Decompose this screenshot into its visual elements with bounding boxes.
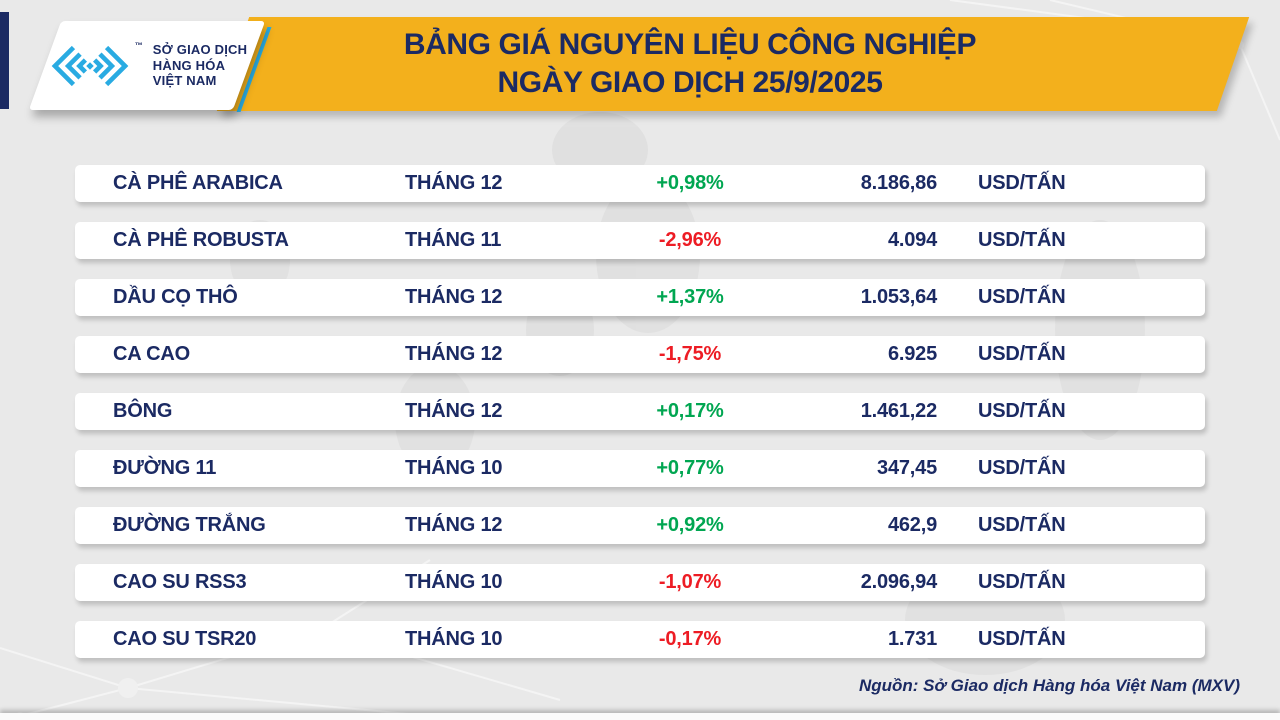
contract-month: THÁNG 12 xyxy=(405,343,503,365)
contract-month: THÁNG 12 xyxy=(405,286,503,308)
commodity-name: CAO SU RSS3 xyxy=(113,571,247,593)
commodity-name: CAO SU TSR20 xyxy=(113,628,257,650)
commodity-name: CÀ PHÊ ROBUSTA xyxy=(113,229,289,251)
title-line-1: BẢNG GIÁ NGUYÊN LIỆU CÔNG NGHIỆP xyxy=(403,28,977,61)
mxv-logo: ™ SỞ GIAO DỊCH HÀNG HÓA VIỆT NAM xyxy=(45,21,249,110)
table-row: CAO SU RSS3 THÁNG 10 -1,07% 2.096,94 USD… xyxy=(75,564,1205,601)
price-unit: USD/TẤN xyxy=(978,229,1066,251)
price-value: 347,45 xyxy=(877,457,937,479)
bottom-white-strip xyxy=(0,713,1280,720)
contract-month: THÁNG 12 xyxy=(405,172,503,194)
price-value: 6.925 xyxy=(887,343,937,365)
price-value: 462,9 xyxy=(887,514,937,536)
price-value: 8.186,86 xyxy=(860,172,937,194)
price-value: 4.094 xyxy=(887,229,937,251)
mxv-chevron-logo-icon xyxy=(51,45,129,86)
price-value: 1.731 xyxy=(887,628,937,650)
contract-month: THÁNG 10 xyxy=(405,628,503,650)
contract-month: THÁNG 10 xyxy=(405,571,503,593)
logo-org-line: SỞ GIAO DỊCH xyxy=(152,42,248,58)
contract-month: THÁNG 12 xyxy=(405,514,503,536)
logo-org-line: HÀNG HÓA xyxy=(152,57,226,73)
logo-org-line: VIỆT NAM xyxy=(152,73,217,89)
price-unit: USD/TẤN xyxy=(978,343,1066,365)
contract-month: THÁNG 10 xyxy=(405,457,503,479)
table-row: BÔNG THÁNG 12 +0,17% 1.461,22 USD/TẤN xyxy=(75,393,1205,430)
commodity-name: CA CAO xyxy=(113,343,190,365)
price-table: CÀ PHÊ ARABICA THÁNG 12 +0,98% 8.186,86 … xyxy=(75,165,1205,678)
source-note: Nguồn: Sở Giao dịch Hàng hóa Việt Nam (M… xyxy=(858,676,1240,695)
commodity-name: CÀ PHÊ ARABICA xyxy=(113,172,283,194)
percent-change: -1,75% xyxy=(658,343,722,365)
price-value: 1.461,22 xyxy=(860,400,937,422)
commodity-name: ĐƯỜNG 11 xyxy=(113,457,217,479)
commodity-name: BÔNG xyxy=(113,400,173,422)
percent-change: +0,92% xyxy=(656,514,724,536)
price-unit: USD/TẤN xyxy=(978,628,1066,650)
logo-org-name: SỞ GIAO DỊCH HÀNG HÓA VIỆT NAM xyxy=(153,42,247,89)
table-row: CÀ PHÊ ARABICA THÁNG 12 +0,98% 8.186,86 … xyxy=(75,165,1205,202)
percent-change: +1,37% xyxy=(656,286,724,308)
percent-change: +0,17% xyxy=(656,400,724,422)
contract-month: THÁNG 11 xyxy=(405,229,502,251)
percent-change: -1,07% xyxy=(658,571,722,593)
table-row: CA CAO THÁNG 12 -1,75% 6.925 USD/TẤN xyxy=(75,336,1205,373)
table-row: ĐƯỜNG TRẮNG THÁNG 12 +0,92% 462,9 USD/TẤ… xyxy=(75,507,1205,544)
commodity-name: ĐƯỜNG TRẮNG xyxy=(113,514,266,536)
table-row: CÀ PHÊ ROBUSTA THÁNG 11 -2,96% 4.094 USD… xyxy=(75,222,1205,259)
price-unit: USD/TẤN xyxy=(978,286,1066,308)
price-value: 2.096,94 xyxy=(860,571,937,593)
price-unit: USD/TẤN xyxy=(978,172,1066,194)
price-unit: USD/TẤN xyxy=(978,514,1066,536)
price-unit: USD/TẤN xyxy=(978,400,1066,422)
percent-change: +0,77% xyxy=(656,457,724,479)
mxv-logo-card: ™ SỞ GIAO DỊCH HÀNG HÓA VIỆT NAM xyxy=(28,21,266,110)
percent-change: -0,17% xyxy=(658,628,722,650)
price-unit: USD/TẤN xyxy=(978,457,1066,479)
commodity-name: DẦU CỌ THÔ xyxy=(113,286,238,308)
left-accent-bar xyxy=(0,12,9,109)
table-row: ĐƯỜNG 11 THÁNG 10 +0,77% 347,45 USD/TẤN xyxy=(75,450,1205,487)
percent-change: +0,98% xyxy=(656,172,724,194)
table-row: CAO SU TSR20 THÁNG 10 -0,17% 1.731 USD/T… xyxy=(75,621,1205,658)
percent-change: -2,96% xyxy=(658,229,722,251)
table-row: DẦU CỌ THÔ THÁNG 12 +1,37% 1.053,64 USD/… xyxy=(75,279,1205,316)
trademark-symbol: ™ xyxy=(134,41,143,50)
price-unit: USD/TẤN xyxy=(978,571,1066,593)
contract-month: THÁNG 12 xyxy=(405,400,503,422)
price-value: 1.053,64 xyxy=(860,286,937,308)
title-line-2: NGÀY GIAO DỊCH 25/9/2025 xyxy=(497,66,883,99)
page-title: BẢNG GIÁ NGUYÊN LIỆU CÔNG NGHIỆP NGÀY GI… xyxy=(280,26,1100,102)
